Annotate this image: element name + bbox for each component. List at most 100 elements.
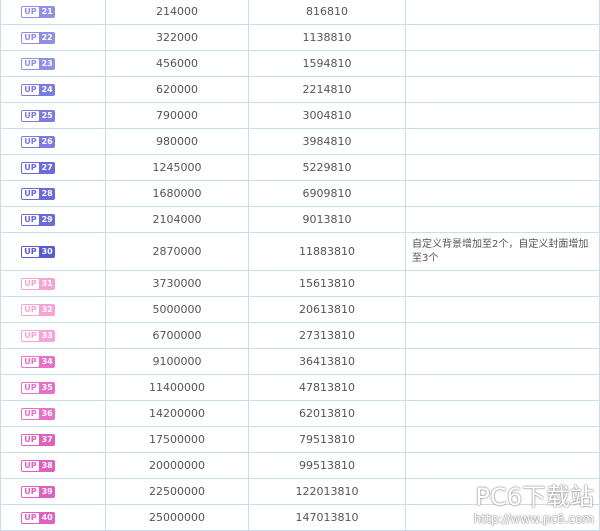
badge-level: 33 xyxy=(41,331,53,340)
exp-cell: 322000 xyxy=(105,24,249,51)
note-cell: 自定义背景增加至2个，自定义封面增加至3个 xyxy=(405,232,600,271)
note-cell xyxy=(405,206,600,233)
note-cell xyxy=(405,24,600,51)
total-cell: 79513810 xyxy=(248,426,406,453)
badge-tag: UP xyxy=(22,305,39,315)
badge-tag: UP xyxy=(22,461,39,471)
badge-level: 32 xyxy=(41,305,53,314)
exp-cell: 3730000 xyxy=(105,270,249,297)
badge-level: 24 xyxy=(41,85,53,94)
level-cell: UP 24 xyxy=(0,76,106,103)
badge-tag: UP xyxy=(22,59,39,69)
total-cell: 99513810 xyxy=(248,452,406,479)
level-badge: UP 27 xyxy=(21,162,55,174)
note-cell xyxy=(405,128,600,155)
level-badge: UP 21 xyxy=(21,6,55,18)
badge-level: 29 xyxy=(41,215,53,224)
row: UP 32 5000000 20613810 xyxy=(0,296,600,323)
exp-cell: 11400000 xyxy=(105,374,249,401)
total-cell: 3984810 xyxy=(248,128,406,155)
row: UP 27 1245000 5229810 xyxy=(0,154,600,181)
level-cell: UP 28 xyxy=(0,180,106,207)
level-badge: UP 33 xyxy=(21,330,55,342)
row: UP 34 9100000 36413810 xyxy=(0,348,600,375)
badge-tag: UP xyxy=(22,111,39,121)
exp-cell: 20000000 xyxy=(105,452,249,479)
total-cell: 816810 xyxy=(248,0,406,25)
row: UP 22 322000 1138810 xyxy=(0,24,600,51)
total-cell: 9013810 xyxy=(248,206,406,233)
level-badge: UP 32 xyxy=(21,304,55,316)
badge-level: 38 xyxy=(41,461,53,470)
badge-tag: UP xyxy=(22,383,39,393)
badge-tag: UP xyxy=(22,357,39,367)
row: UP 29 2104000 9013810 xyxy=(0,206,600,233)
note-cell xyxy=(405,478,600,505)
exp-cell: 1680000 xyxy=(105,180,249,207)
badge-level: 22 xyxy=(41,33,53,42)
row: UP 37 17500000 79513810 xyxy=(0,426,600,453)
exp-cell: 9100000 xyxy=(105,348,249,375)
row: UP 21 214000 816810 xyxy=(0,0,600,25)
badge-level: 37 xyxy=(41,435,53,444)
level-cell: UP 37 xyxy=(0,426,106,453)
note-cell xyxy=(405,426,600,453)
exp-cell: 2104000 xyxy=(105,206,249,233)
level-badge: UP 34 xyxy=(21,356,55,368)
note-cell xyxy=(405,180,600,207)
badge-level: 36 xyxy=(41,409,53,418)
badge-tag: UP xyxy=(22,435,39,445)
level-badge: UP 38 xyxy=(21,460,55,472)
exp-cell: 17500000 xyxy=(105,426,249,453)
total-cell: 47813810 xyxy=(248,374,406,401)
badge-tag: UP xyxy=(22,215,39,225)
exp-cell: 5000000 xyxy=(105,296,249,323)
watermark: PC6下载站 http://www.pc6.com xyxy=(474,477,594,526)
note-cell xyxy=(405,76,600,103)
level-badge: UP 37 xyxy=(21,434,55,446)
note-cell xyxy=(405,0,600,25)
badge-level: 27 xyxy=(41,163,53,172)
level-cell: UP 36 xyxy=(0,400,106,427)
note-cell xyxy=(405,102,600,129)
badge-tag: UP xyxy=(22,7,39,17)
row: UP 25 790000 3004810 xyxy=(0,102,600,129)
level-cell: UP 23 xyxy=(0,50,106,77)
row: UP 28 1680000 6909810 xyxy=(0,180,600,207)
note-cell xyxy=(405,400,600,427)
row: UP 24 620000 2214810 xyxy=(0,76,600,103)
row: UP 30 2870000 11883810 自定义背景增加至2个，自定义封面增加至3个 xyxy=(0,232,600,271)
badge-tag: UP xyxy=(22,409,39,419)
total-cell: 11883810 xyxy=(248,232,406,271)
total-cell: 27313810 xyxy=(248,322,406,349)
row: UP 31 3730000 15613810 xyxy=(0,270,600,297)
level-badge: UP 26 xyxy=(21,136,55,148)
level-badge: UP 30 xyxy=(21,246,55,258)
badge-level: 28 xyxy=(41,189,53,198)
badge-level: 26 xyxy=(41,137,53,146)
level-cell: UP 26 xyxy=(0,128,106,155)
level-cell: UP 38 xyxy=(0,452,106,479)
watermark-brand: PC6下载站 xyxy=(475,483,595,511)
badge-level: 30 xyxy=(41,247,53,256)
level-cell: UP 21 xyxy=(0,0,106,25)
badge-tag: UP xyxy=(22,247,39,257)
row: UP 23 456000 1594810 xyxy=(0,50,600,77)
level-cell: UP 40 xyxy=(0,504,106,531)
exp-cell: 22500000 xyxy=(105,478,249,505)
level-badge: UP 29 xyxy=(21,214,55,226)
badge-tag: UP xyxy=(22,513,39,523)
level-badge: UP 24 xyxy=(21,84,55,96)
level-badge: UP 28 xyxy=(21,188,55,200)
total-cell: 3004810 xyxy=(248,102,406,129)
level-cell: UP 29 xyxy=(0,206,106,233)
note-cell xyxy=(405,50,600,77)
exp-cell: 2870000 xyxy=(105,232,249,271)
level-badge: UP 40 xyxy=(21,512,55,524)
exp-cell: 214000 xyxy=(105,0,249,25)
total-cell: 20613810 xyxy=(248,296,406,323)
note-cell xyxy=(405,296,600,323)
level-cell: UP 31 xyxy=(0,270,106,297)
level-cell: UP 35 xyxy=(0,374,106,401)
